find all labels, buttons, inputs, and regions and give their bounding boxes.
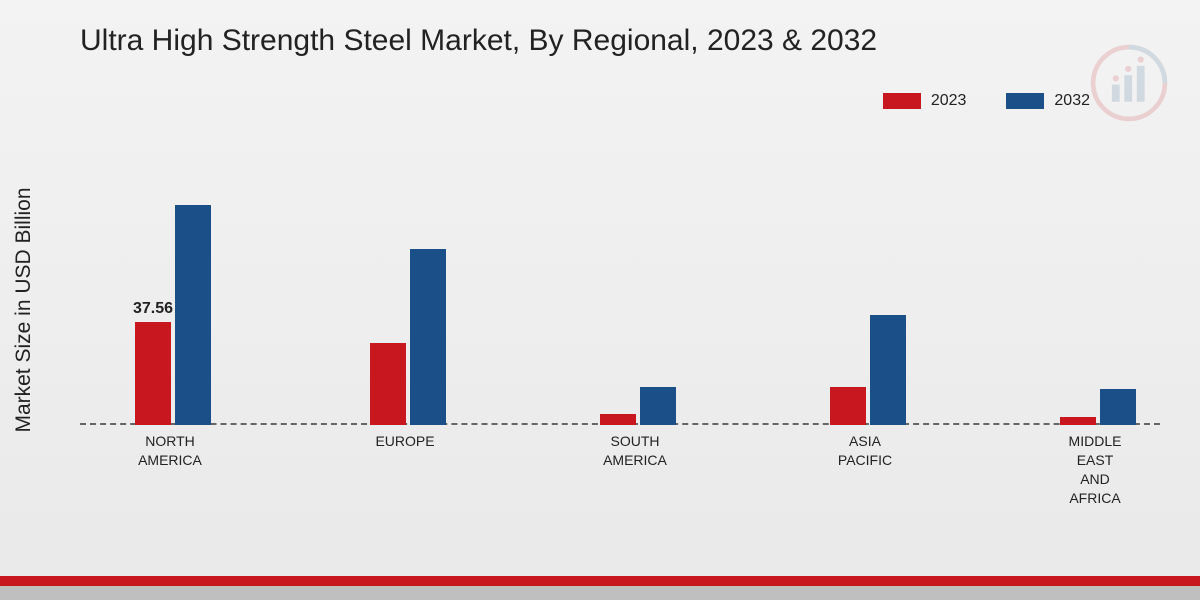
bar-2032 <box>1100 389 1136 425</box>
bar-2032 <box>410 249 446 425</box>
legend-swatch-2023 <box>883 93 921 109</box>
x-axis-category-label: NORTH AMERICA <box>95 432 245 470</box>
x-axis-labels: NORTH AMERICA EUROPE SOUTH AMERICA ASIA PAC… <box>80 432 1160 552</box>
footer-red-bar <box>0 576 1200 586</box>
legend: 2023 2032 <box>883 92 1090 110</box>
watermark-logo-icon <box>1090 44 1168 122</box>
bar-2023 <box>370 343 406 426</box>
footer-grey-bar <box>0 586 1200 600</box>
bar-2032 <box>640 387 676 426</box>
x-axis-category-label: MIDDLE EAST AND AFRICA <box>1020 432 1170 508</box>
legend-item-2032: 2032 <box>1006 92 1090 110</box>
bar-2032 <box>870 315 906 425</box>
legend-label-2032: 2032 <box>1054 92 1090 110</box>
legend-item-2023: 2023 <box>883 92 967 110</box>
bar-2023 <box>1060 417 1096 425</box>
chart-page: Ultra High Strength Steel Market, By Reg… <box>0 0 1200 600</box>
legend-label-2023: 2023 <box>931 92 967 110</box>
footer-bars <box>0 572 1200 600</box>
plot-area: 37.56 <box>80 150 1160 425</box>
x-axis-category-label: ASIA PACIFIC <box>790 432 940 470</box>
y-axis-label: Market Size in USD Billion <box>12 187 36 432</box>
bar-2023: 37.56 <box>135 322 171 425</box>
bar-value-label: 37.56 <box>133 300 173 318</box>
chart-title: Ultra High Strength Steel Market, By Reg… <box>80 24 877 58</box>
bar-2032 <box>175 205 211 425</box>
x-axis-category-label: EUROPE <box>330 432 480 451</box>
legend-swatch-2032 <box>1006 93 1044 109</box>
x-axis-category-label: SOUTH AMERICA <box>560 432 710 470</box>
bar-2023 <box>600 414 636 425</box>
bar-2023 <box>830 387 866 426</box>
